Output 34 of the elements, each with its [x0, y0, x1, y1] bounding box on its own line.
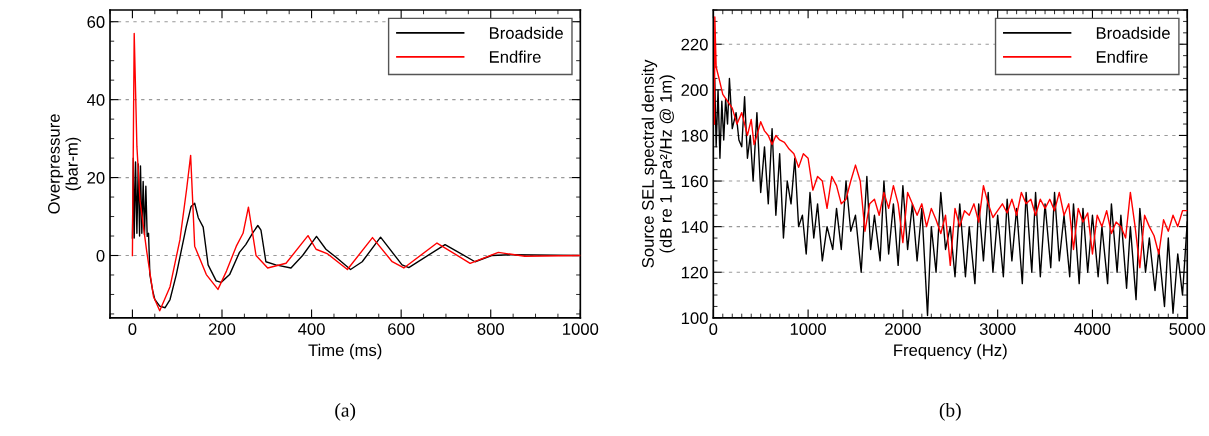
y-tick-label: 220 [681, 38, 708, 51]
legend-label: Broadside [489, 26, 563, 39]
y-tick-label: 200 [681, 84, 708, 97]
text: (b) [939, 403, 961, 421]
x-axis-title: Frequency (Hz) [894, 343, 1007, 360]
x-tick-label: 0 [709, 323, 718, 335]
text: (a) [335, 403, 356, 421]
y-tick-label: 180 [681, 129, 708, 142]
y-tick-label: 20 [87, 171, 105, 184]
legend-label: Broadside [1096, 26, 1170, 39]
line-series [713, 16, 1188, 269]
y-tick-label: 40 [87, 94, 105, 106]
x-tick-label: 2000 [885, 323, 921, 335]
y-tick-label: 100 [681, 312, 708, 325]
x-tick-label: 600 [388, 323, 415, 335]
legend-label: Endfire [489, 50, 541, 63]
y-tick-label: 160 [681, 175, 708, 188]
y-tick-label: 0 [96, 249, 105, 262]
x-tick-label: 400 [298, 323, 325, 335]
x-tick-label: 1000 [790, 323, 826, 335]
x-tick-label: 0 [128, 323, 137, 335]
y-axis-title: Source SEL spectral density (dB re 1 µPa²/Hz @ 1m) [641, 59, 676, 268]
x-tick-label: 4000 [1074, 323, 1111, 335]
x-axis-title: Time (ms) [308, 343, 382, 360]
y-tick-label: 120 [681, 266, 708, 279]
x-tick-label: 1000 [563, 323, 599, 335]
y-tick-label: 60 [87, 16, 105, 28]
y-tick-label: 140 [681, 221, 708, 233]
x-tick-label: 800 [477, 323, 504, 335]
legend-label: Endfire [1096, 50, 1148, 63]
x-tick-label: 5000 [1169, 323, 1206, 335]
x-tick-label: 200 [208, 323, 236, 335]
y-axis-title: Overpressure (bar-m) [48, 114, 82, 214]
x-tick-label: 3000 [979, 323, 1016, 335]
